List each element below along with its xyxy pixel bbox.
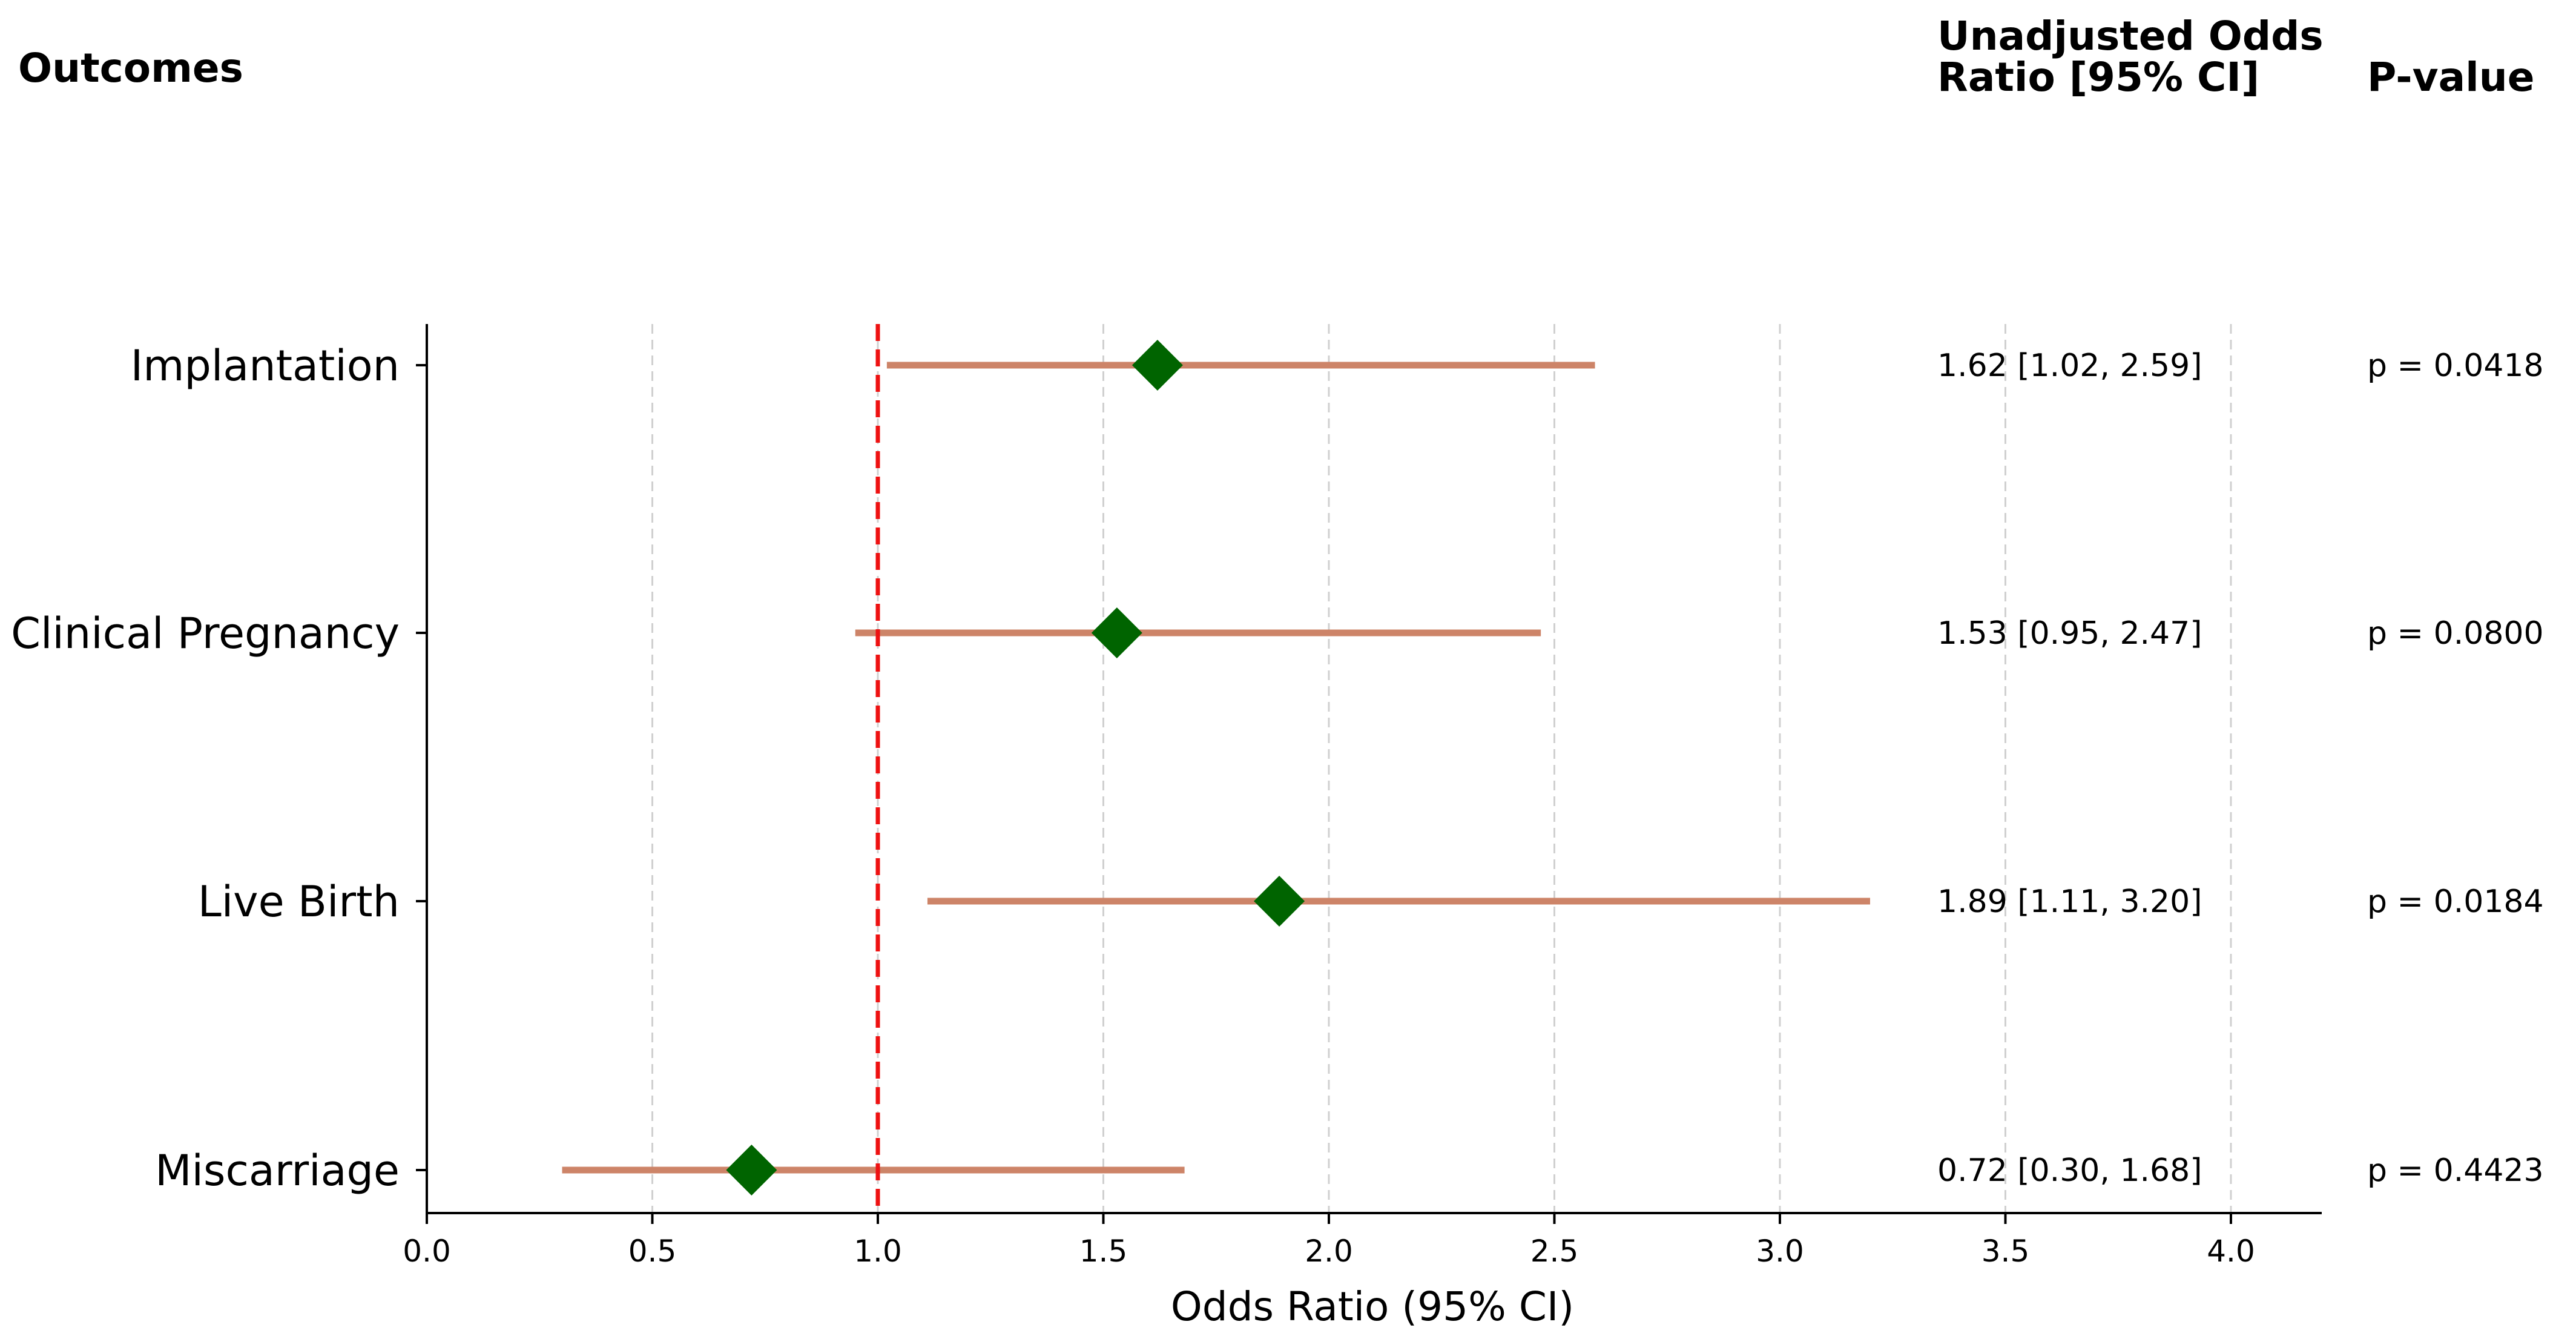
p-value: p = 0.0184 bbox=[2367, 884, 2544, 920]
odds-ratio-value: 1.62 [1.02, 2.59] bbox=[1937, 348, 2202, 384]
p-value: p = 0.0800 bbox=[2367, 615, 2544, 652]
odds-ratio-value: 1.53 [0.95, 2.47] bbox=[1937, 615, 2202, 652]
odds-ratio-value: 0.72 [0.30, 1.68] bbox=[1937, 1152, 2202, 1189]
outcome-label: Clinical Pregnancy bbox=[11, 609, 400, 658]
odds-ratio-marker bbox=[1091, 607, 1142, 658]
axis-layer bbox=[416, 324, 2322, 1224]
ci-layer bbox=[562, 362, 1870, 1174]
odds-ratio-marker bbox=[1254, 876, 1305, 927]
header-odds-ratio-line2: Ratio [95% CI] bbox=[1937, 54, 2259, 101]
outcome-label: Live Birth bbox=[198, 877, 400, 927]
label-layer: 0.0 0.5 1.0 1.5 2.0 2.5 3.0 3.5 4.0 Implantation 1… bbox=[11, 341, 2544, 1269]
odds-ratio-value: 1.89 [1.11, 3.20] bbox=[1937, 884, 2202, 920]
x-tick-label: 0.0 bbox=[403, 1234, 451, 1269]
header-odds-ratio-line1: Unadjusted Odds bbox=[1937, 13, 2324, 59]
grid-layer bbox=[651, 324, 2232, 1213]
x-tick-label: 1.0 bbox=[854, 1234, 902, 1269]
header-pvalue: P-value bbox=[2367, 54, 2535, 101]
x-tick-label: 3.5 bbox=[1981, 1234, 2030, 1269]
outcome-label: Implantation bbox=[131, 341, 400, 391]
x-tick-label: 1.5 bbox=[1079, 1234, 1128, 1269]
odds-ratio-marker bbox=[726, 1145, 777, 1195]
x-tick-label: 0.5 bbox=[628, 1234, 677, 1269]
x-tick-label: 2.5 bbox=[1530, 1234, 1579, 1269]
p-value: p = 0.4423 bbox=[2367, 1152, 2544, 1189]
marker-layer bbox=[726, 340, 1305, 1195]
x-tick-label: 3.0 bbox=[1756, 1234, 1804, 1269]
p-value: p = 0.0418 bbox=[2367, 348, 2544, 384]
x-tick-label: 4.0 bbox=[2207, 1234, 2255, 1269]
x-tick-label: 2.0 bbox=[1305, 1234, 1353, 1269]
outcome-label: Miscarriage bbox=[155, 1146, 400, 1195]
header-outcomes: Outcomes bbox=[18, 45, 243, 91]
odds-ratio-marker bbox=[1132, 340, 1183, 391]
x-axis-title: Odds Ratio (95% CI) bbox=[1171, 1283, 1574, 1330]
